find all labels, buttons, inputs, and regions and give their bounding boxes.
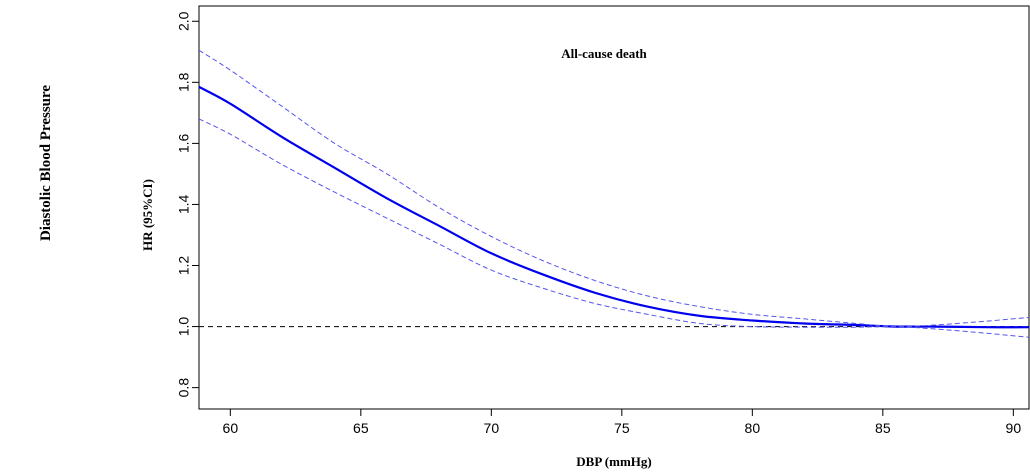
plot-frame — [198, 5, 1030, 410]
x-axis-label: DBP (mmHg) — [576, 454, 651, 469]
series-lower-ci-line — [199, 118, 1029, 338]
y-tick-label: 1.8 — [176, 72, 192, 92]
y-axis-label: HR (95%CI) — [140, 179, 155, 251]
y-tick-label: 2.0 — [176, 11, 192, 31]
x-tick-label: 65 — [353, 420, 369, 436]
y-tick-label: 0.8 — [176, 378, 192, 398]
chart-title: All-cause death — [561, 46, 647, 61]
y-tick-label: 1.2 — [176, 256, 192, 276]
x-tick-label: 85 — [875, 420, 891, 436]
x-tick-label: 60 — [223, 420, 239, 436]
y-tick-label: 1.6 — [176, 133, 192, 153]
x-tick-layer: 60 65 70 75 80 85 90 — [223, 409, 1022, 436]
x-tick-label: 70 — [484, 420, 500, 436]
series-layer — [199, 49, 1029, 338]
y-tick-label: 1.4 — [176, 195, 192, 215]
x-tick-label: 80 — [745, 420, 761, 436]
series-estimate-line — [199, 85, 1029, 329]
series-upper-ci-line — [199, 49, 1029, 328]
x-tick-label: 90 — [1006, 420, 1022, 436]
x-tick-label: 75 — [614, 420, 630, 436]
y-tick-label: 1.0 — [176, 317, 192, 337]
y-tick-layer: 0.8 1.0 1.2 1.4 1.6 1.8 2.0 — [176, 11, 199, 397]
side-label: Diastolic Blood Pressure — [38, 85, 54, 241]
